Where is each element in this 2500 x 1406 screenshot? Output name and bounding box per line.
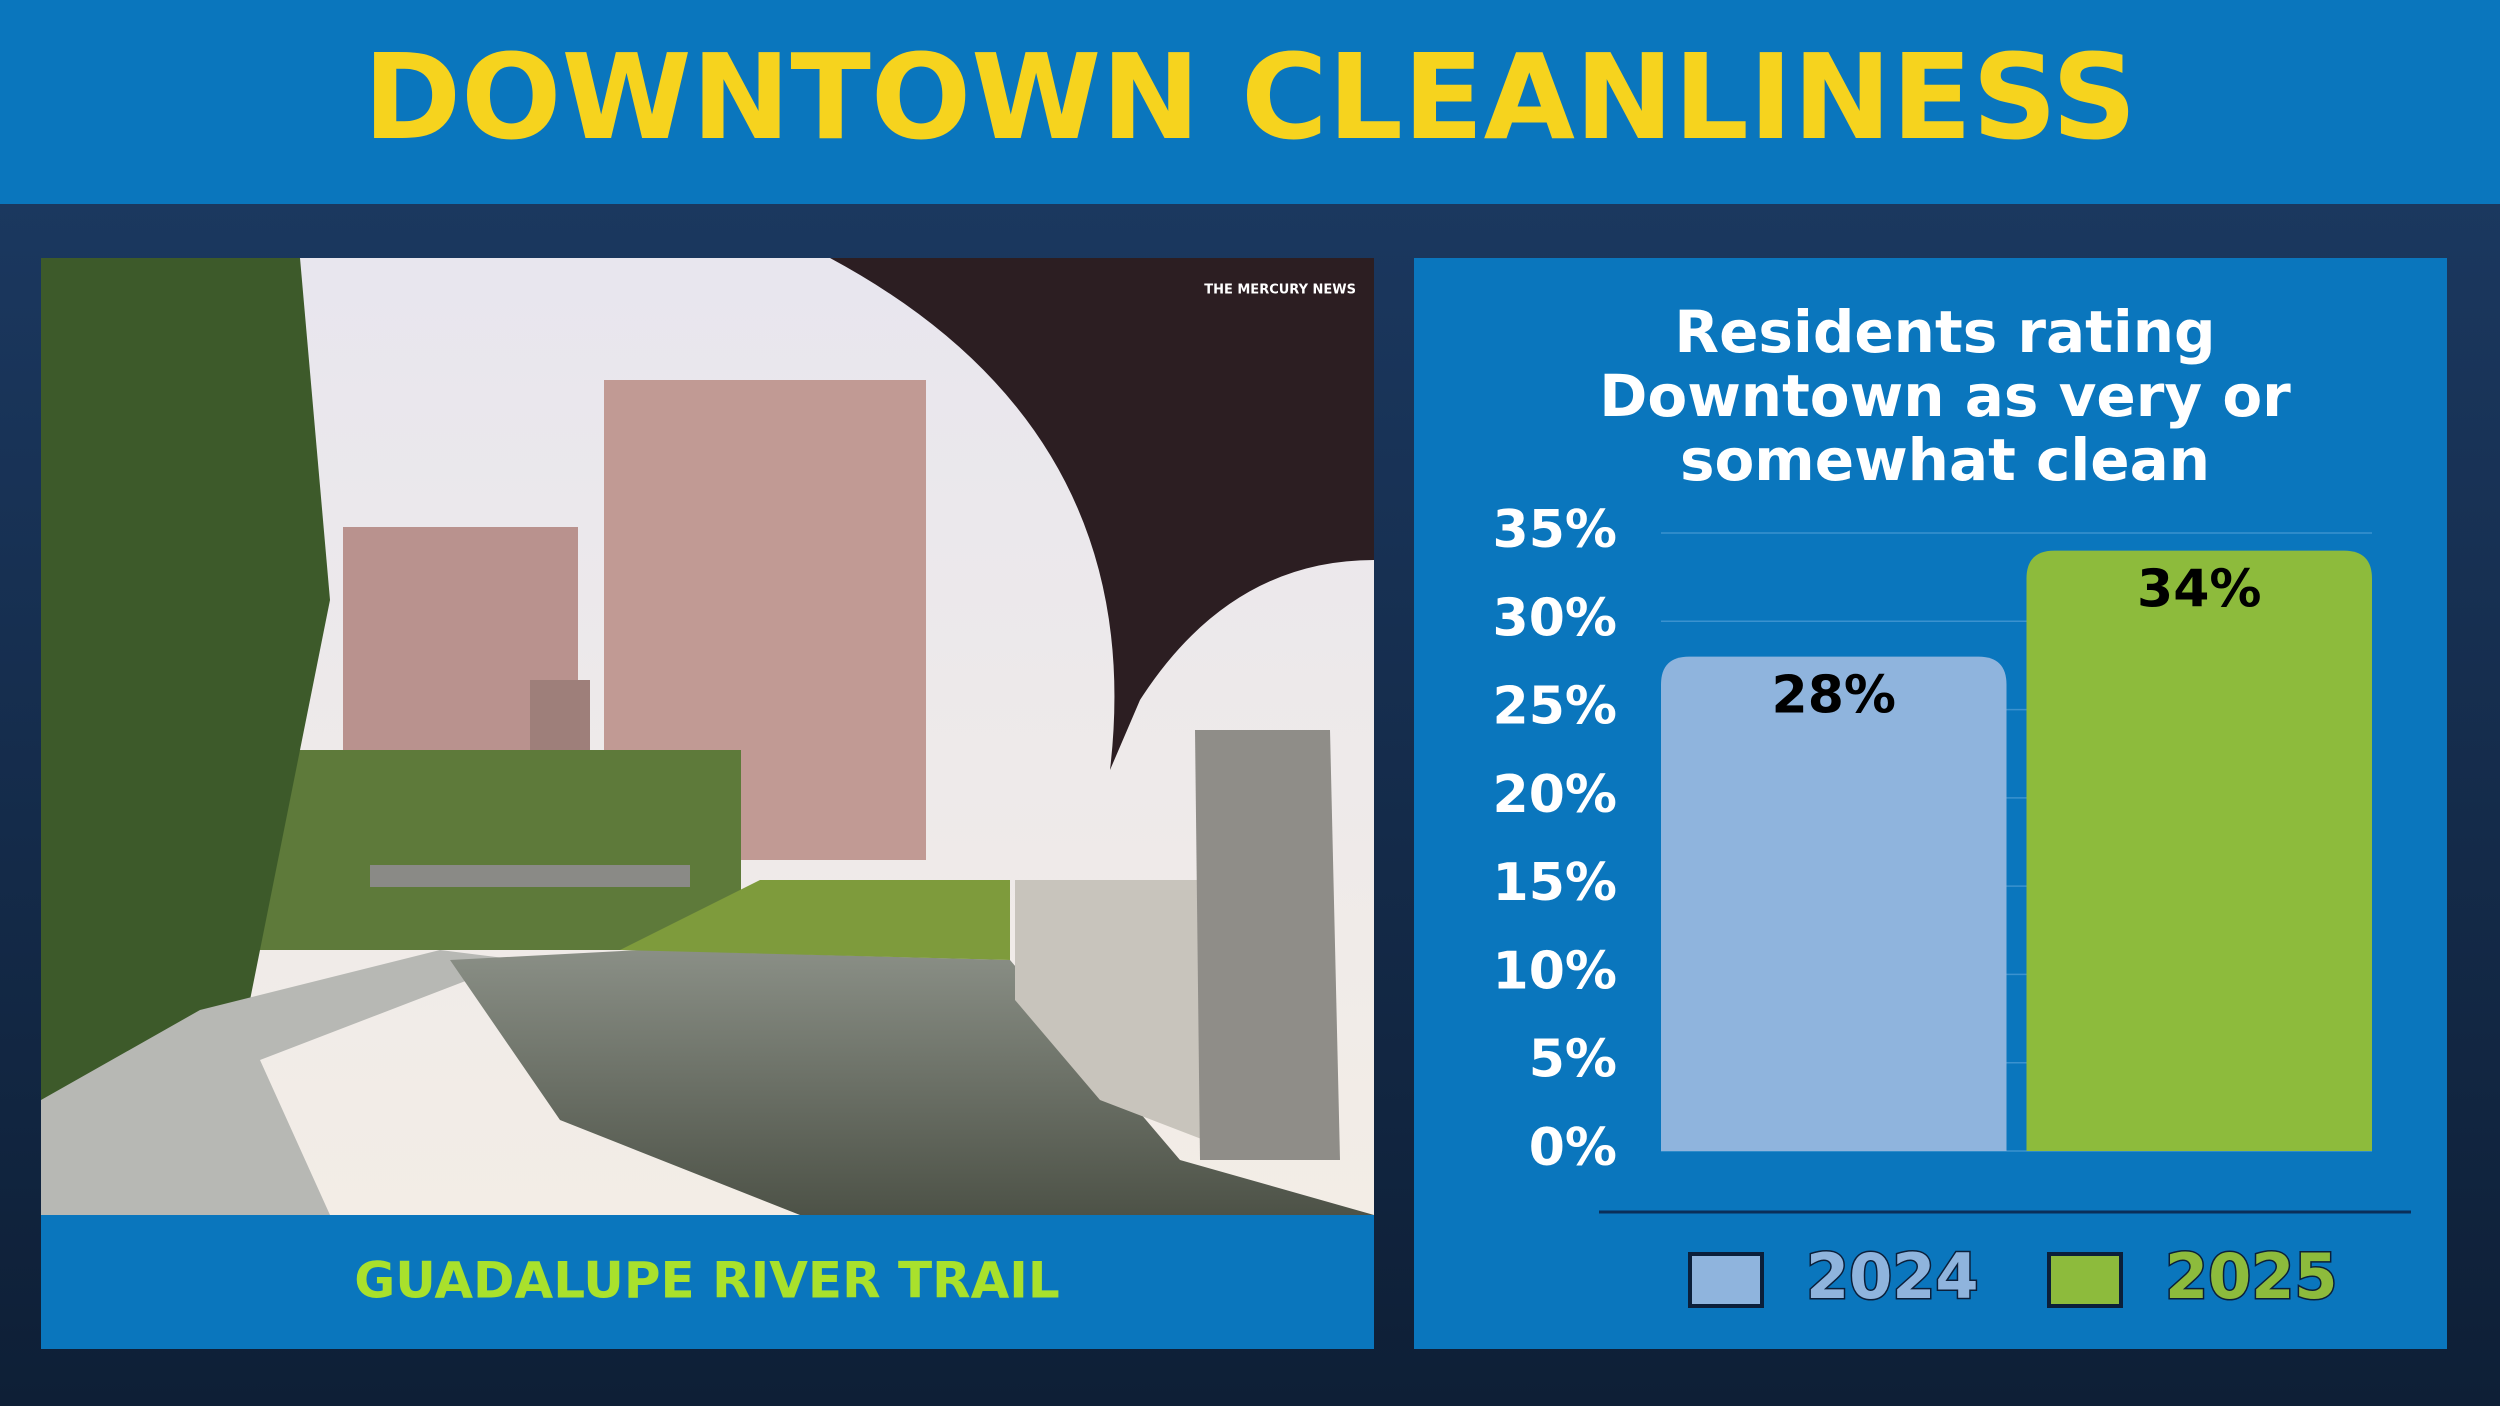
caption-bar bbox=[41, 1215, 1374, 1349]
y-tick-label: 25% bbox=[1493, 677, 1617, 737]
photo: THE MERCURY NEWS bbox=[41, 258, 1374, 1215]
y-tick-label: 15% bbox=[1493, 853, 1617, 913]
y-tick-label: 20% bbox=[1493, 765, 1617, 825]
legend-label: 2024 bbox=[1806, 1240, 1979, 1313]
photo-caption: GUADALUPE RIVER TRAIL bbox=[354, 1252, 1060, 1310]
chart-title-box: Residents rating Downtown as very or som… bbox=[1445, 300, 2445, 492]
value-label: 28% bbox=[1772, 666, 1896, 726]
photo-trees bbox=[41, 258, 330, 1215]
y-tick-label: 10% bbox=[1493, 941, 1617, 1001]
bar bbox=[1661, 656, 2007, 1151]
photo-pillar bbox=[1195, 730, 1340, 1160]
page-title: DOWNTOWN CLEANLINESS bbox=[363, 28, 2137, 166]
photo-overpass bbox=[830, 258, 1374, 770]
y-tick-label: 0% bbox=[1529, 1118, 1617, 1178]
chart-title: Residents rating Downtown as very or som… bbox=[1599, 298, 2291, 494]
photo-path bbox=[41, 950, 520, 1215]
y-tick-label: 30% bbox=[1493, 588, 1617, 648]
photo-wall bbox=[1015, 880, 1230, 1150]
photo-grass bbox=[620, 880, 1010, 960]
photo-bridge bbox=[370, 865, 690, 887]
value-label: 34% bbox=[2137, 560, 2261, 620]
legend-swatch bbox=[2047, 1252, 2123, 1308]
photo-credit: THE MERCURY NEWS bbox=[1204, 283, 1356, 298]
legend-swatch bbox=[1688, 1252, 1764, 1308]
header-bar bbox=[0, 0, 2500, 204]
plot: 0% 5% 10% 15% 20% 25% 30% 35% 28% 34% 2024 2025 bbox=[1493, 500, 2411, 1315]
y-tick-label: 35% bbox=[1493, 500, 1617, 560]
legend-label: 2025 bbox=[2165, 1240, 2338, 1313]
photo-river bbox=[450, 950, 1374, 1215]
y-tick-label: 5% bbox=[1529, 1030, 1617, 1090]
bar bbox=[2026, 550, 2372, 1151]
